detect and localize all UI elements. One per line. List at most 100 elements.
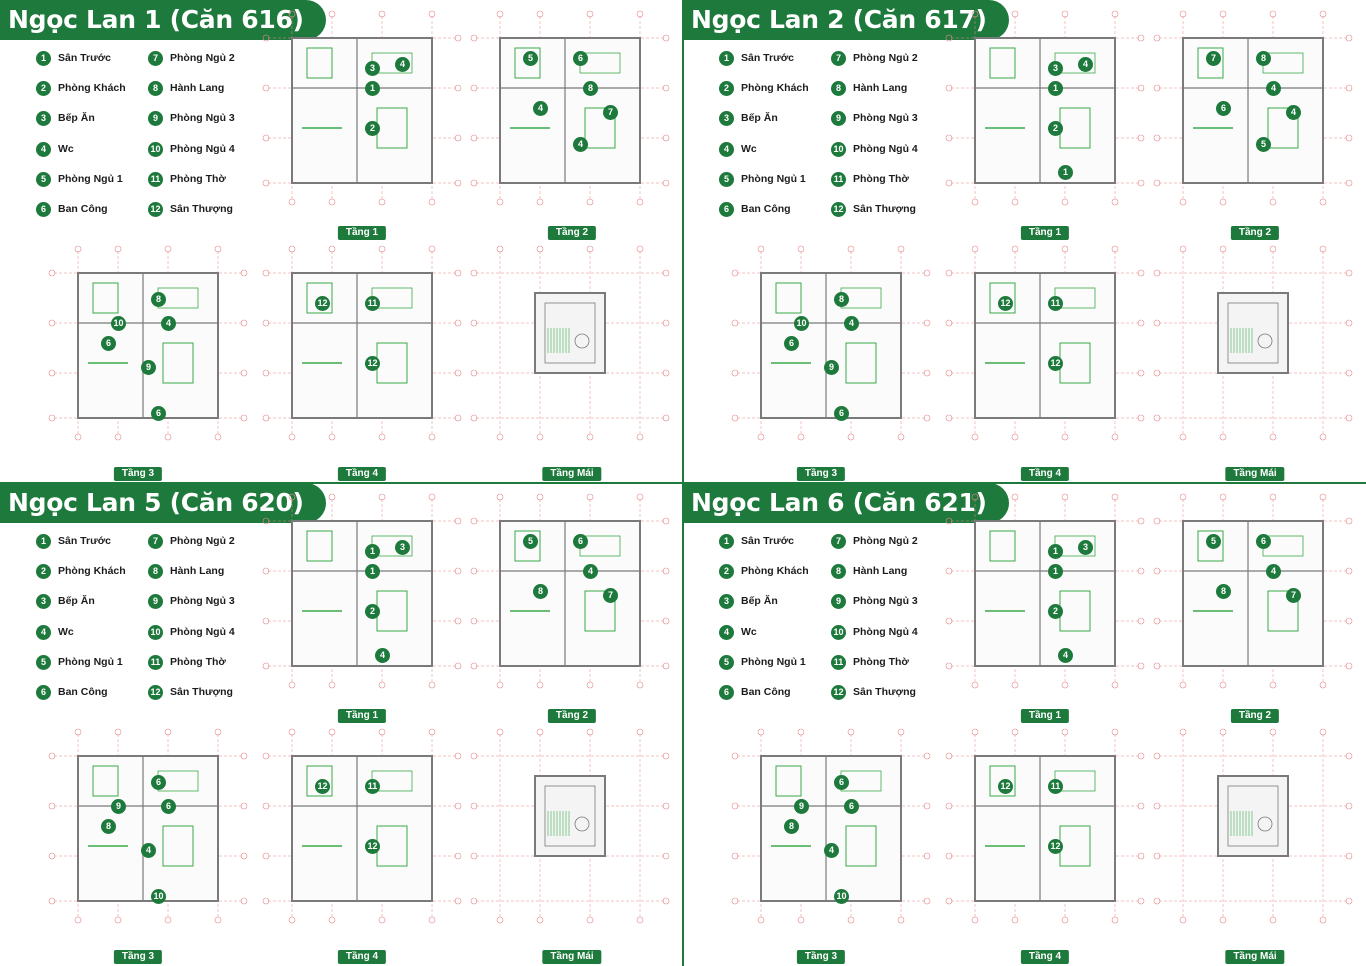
- room-marker: 1: [1048, 544, 1063, 559]
- floor-plan-drawing: [1153, 245, 1353, 441]
- legend-label: Phòng Thờ: [853, 656, 909, 668]
- legend-number: 10: [831, 624, 846, 640]
- legend-item: 10 Phòng Ngủ 4: [148, 141, 235, 157]
- room-marker: 8: [834, 292, 849, 307]
- room-marker: 5: [1206, 534, 1221, 549]
- room-marker: 12: [365, 839, 380, 854]
- room-marker: 6: [784, 336, 799, 351]
- legend-item: 11 Phòng Thờ: [148, 654, 226, 670]
- legend-label: Wc: [741, 143, 757, 155]
- room-marker: 6: [101, 336, 116, 351]
- room-marker: 3: [1078, 540, 1093, 555]
- legend-item: 4 Wc: [36, 624, 74, 640]
- room-marker: 2: [1048, 121, 1063, 136]
- room-marker: 3: [1048, 61, 1063, 76]
- room-marker: 4: [1266, 564, 1281, 579]
- floor-plan: [470, 243, 670, 443]
- legend-number: 3: [36, 110, 51, 126]
- floor-plan: 12 11 12: [262, 726, 462, 926]
- legend-label: Phòng Ngủ 4: [853, 626, 918, 638]
- legend-label: Phòng Ngủ 2: [170, 535, 235, 547]
- floor-label: Tầng 4: [337, 950, 387, 964]
- legend-label: Phòng Thờ: [853, 173, 909, 185]
- legend-item: 3 Bếp Ăn: [719, 110, 778, 126]
- legend-number: 6: [36, 684, 51, 700]
- legend-label: Phòng Ngủ 2: [170, 52, 235, 64]
- room-marker: 1: [1058, 165, 1073, 180]
- room-marker: 7: [1286, 588, 1301, 603]
- floor-label: Tầng Mái: [1225, 950, 1285, 964]
- legend-label: Phòng Thờ: [170, 173, 226, 185]
- legend-item: 12 Sân Thượng: [831, 684, 916, 700]
- legend-number: 4: [719, 624, 734, 640]
- floor-plan-drawing: [262, 245, 462, 441]
- legend-number: 1: [36, 50, 51, 66]
- legend-number: 4: [719, 141, 734, 157]
- legend-item: 10 Phòng Ngủ 4: [831, 624, 918, 640]
- room-marker: 8: [1216, 584, 1231, 599]
- floor-plan-drawing: [470, 10, 670, 206]
- legend-item: 12 Sân Thượng: [148, 201, 233, 217]
- room-marker: 6: [151, 775, 166, 790]
- room-marker: 10: [111, 316, 126, 331]
- room-marker: 5: [523, 534, 538, 549]
- room-marker: 7: [1206, 51, 1221, 66]
- floor-plan-drawing: [945, 10, 1145, 206]
- floor-label: Tầng 2: [1230, 709, 1280, 723]
- room-marker: 4: [844, 316, 859, 331]
- floor-plan-drawing: [1153, 493, 1353, 689]
- floor-plan: 8 10 4 6 9 6: [48, 243, 248, 443]
- legend-number: 11: [831, 654, 846, 670]
- legend-number: 1: [36, 533, 51, 549]
- room-marker: 1: [1048, 564, 1063, 579]
- room-marker: 1: [1048, 81, 1063, 96]
- legend-item: 1 Sân Trước: [36, 533, 111, 549]
- legend-number: 12: [148, 201, 163, 217]
- floor-plan-drawing: [1153, 10, 1353, 206]
- legend-label: Ban Công: [58, 203, 108, 215]
- room-marker: 4: [573, 137, 588, 152]
- legend-item: 9 Phòng Ngủ 3: [148, 110, 235, 126]
- room-marker: 4: [1286, 105, 1301, 120]
- legend-item: 10 Phòng Ngủ 4: [831, 141, 918, 157]
- unit-section: Ngọc Lan 1 (Căn 616) 1 Sân Trước 2 Phòng Khá…: [0, 0, 683, 483]
- legend-item: 7 Phòng Ngủ 2: [831, 50, 918, 66]
- legend-number: 9: [831, 110, 846, 126]
- legend-item: 4 Wc: [719, 624, 757, 640]
- legend-number: 10: [148, 141, 163, 157]
- legend-number: 8: [831, 563, 846, 579]
- room-marker: 6: [1216, 101, 1231, 116]
- floor-plan: 12 11 12: [262, 243, 462, 443]
- floor-plan: [1153, 243, 1353, 443]
- legend-item: 10 Phòng Ngủ 4: [148, 624, 235, 640]
- room-marker: 11: [365, 779, 380, 794]
- floor-label: Tầng Mái: [542, 467, 602, 481]
- unit-section: Ngọc Lan 6 (Căn 621) 1 Sân Trước 2 Phòng Khá…: [683, 483, 1366, 966]
- floor-plan-drawing: [262, 493, 462, 689]
- room-marker: 8: [784, 819, 799, 834]
- legend-label: Sân Thượng: [170, 203, 233, 215]
- room-marker: 9: [824, 360, 839, 375]
- legend-label: Phòng Khách: [58, 565, 126, 577]
- legend-item: 1 Sân Trước: [719, 533, 794, 549]
- section-title: Ngọc Lan 5 (Căn 620): [0, 483, 326, 523]
- room-marker: 6: [834, 775, 849, 790]
- legend-item: 9 Phòng Ngủ 3: [831, 110, 918, 126]
- legend-item: 9 Phòng Ngủ 3: [831, 593, 918, 609]
- legend-item: 2 Phòng Khách: [719, 563, 809, 579]
- legend-label: Phòng Ngủ 1: [741, 656, 806, 668]
- room-marker: 7: [603, 105, 618, 120]
- room-marker: 2: [1048, 604, 1063, 619]
- floor-plan-drawing: [945, 728, 1145, 924]
- legend-label: Ban Công: [58, 686, 108, 698]
- room-marker: 10: [151, 889, 166, 904]
- room-marker: 8: [101, 819, 116, 834]
- floor-plan: 6 9 6 8 4 10: [731, 726, 931, 926]
- legend-number: 11: [831, 171, 846, 187]
- legend-label: Ban Công: [741, 686, 791, 698]
- floor-label: Tầng 1: [337, 709, 387, 723]
